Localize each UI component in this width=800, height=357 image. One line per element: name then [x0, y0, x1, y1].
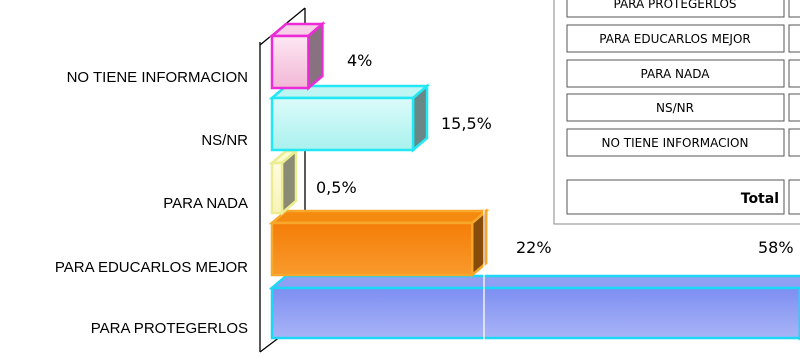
table-total-value-cell — [788, 179, 800, 215]
table-cell — [566, 128, 785, 157]
bar-side-face — [411, 83, 429, 153]
bar-para-nada — [268, 148, 300, 216]
table-row-label: PARA NADA — [641, 67, 711, 81]
table-value-cell — [788, 0, 800, 18]
table-cell — [566, 24, 785, 53]
table-row-label: NO TIENE INFORMACION — [602, 136, 749, 150]
table-cell — [566, 0, 785, 18]
category-label: PARA NADA — [163, 195, 248, 212]
data-label: 4% — [347, 51, 372, 70]
table-row-label: PARA EDUCARLOS MEJOR — [599, 32, 750, 46]
table-row-label: NS/NR — [656, 101, 694, 115]
data-label: 22% — [516, 238, 552, 257]
bar-no-tiene-informacion — [268, 21, 326, 91]
category-label: PARA PROTEGERLOS — [91, 320, 248, 337]
table-value-cell — [788, 24, 800, 53]
category-label: NS/NR — [201, 132, 248, 149]
table-total-label: Total — [741, 191, 779, 207]
bar-para-protegerlos — [268, 274, 800, 341]
category-labels: PARA PROTEGERLOS PARA EDUCARLOS MEJOR PARA… — [55, 69, 248, 337]
table-cell — [566, 93, 785, 122]
bar-top-face — [268, 274, 800, 290]
category-label: PARA EDUCARLOS MEJOR — [55, 259, 248, 276]
table-total-cell — [566, 179, 785, 215]
value-labels: 58% 22% 0,5% 15,5% 4% — [316, 51, 794, 257]
data-label: 0,5% — [316, 178, 357, 197]
bar-side-face — [280, 148, 298, 216]
table-row-label: PARA PROTEGERLOS — [613, 0, 736, 11]
bar-para-educarlos-mejor — [268, 208, 490, 278]
bars-group — [268, 21, 800, 341]
data-table: PARA PROTEGERLOS PARA EDUCARLOS MEJOR PARA… — [553, 0, 800, 225]
table-value-cell — [788, 59, 800, 88]
bar-side-face — [307, 21, 324, 91]
bar-front-face — [270, 286, 800, 340]
table-cell — [566, 59, 785, 88]
bar-front-face — [270, 161, 284, 215]
data-label: 58% — [758, 238, 794, 257]
table-value-cell — [788, 128, 800, 157]
bar-front-face — [270, 221, 474, 277]
bar-front-face — [270, 96, 415, 152]
category-label: NO TIENE INFORMACION — [67, 69, 248, 86]
bar-top-face — [268, 209, 490, 225]
data-label: 15,5% — [441, 114, 492, 133]
bar-front-face — [270, 34, 310, 90]
bar-ns-nr — [268, 83, 431, 153]
table-value-cell — [788, 93, 800, 122]
